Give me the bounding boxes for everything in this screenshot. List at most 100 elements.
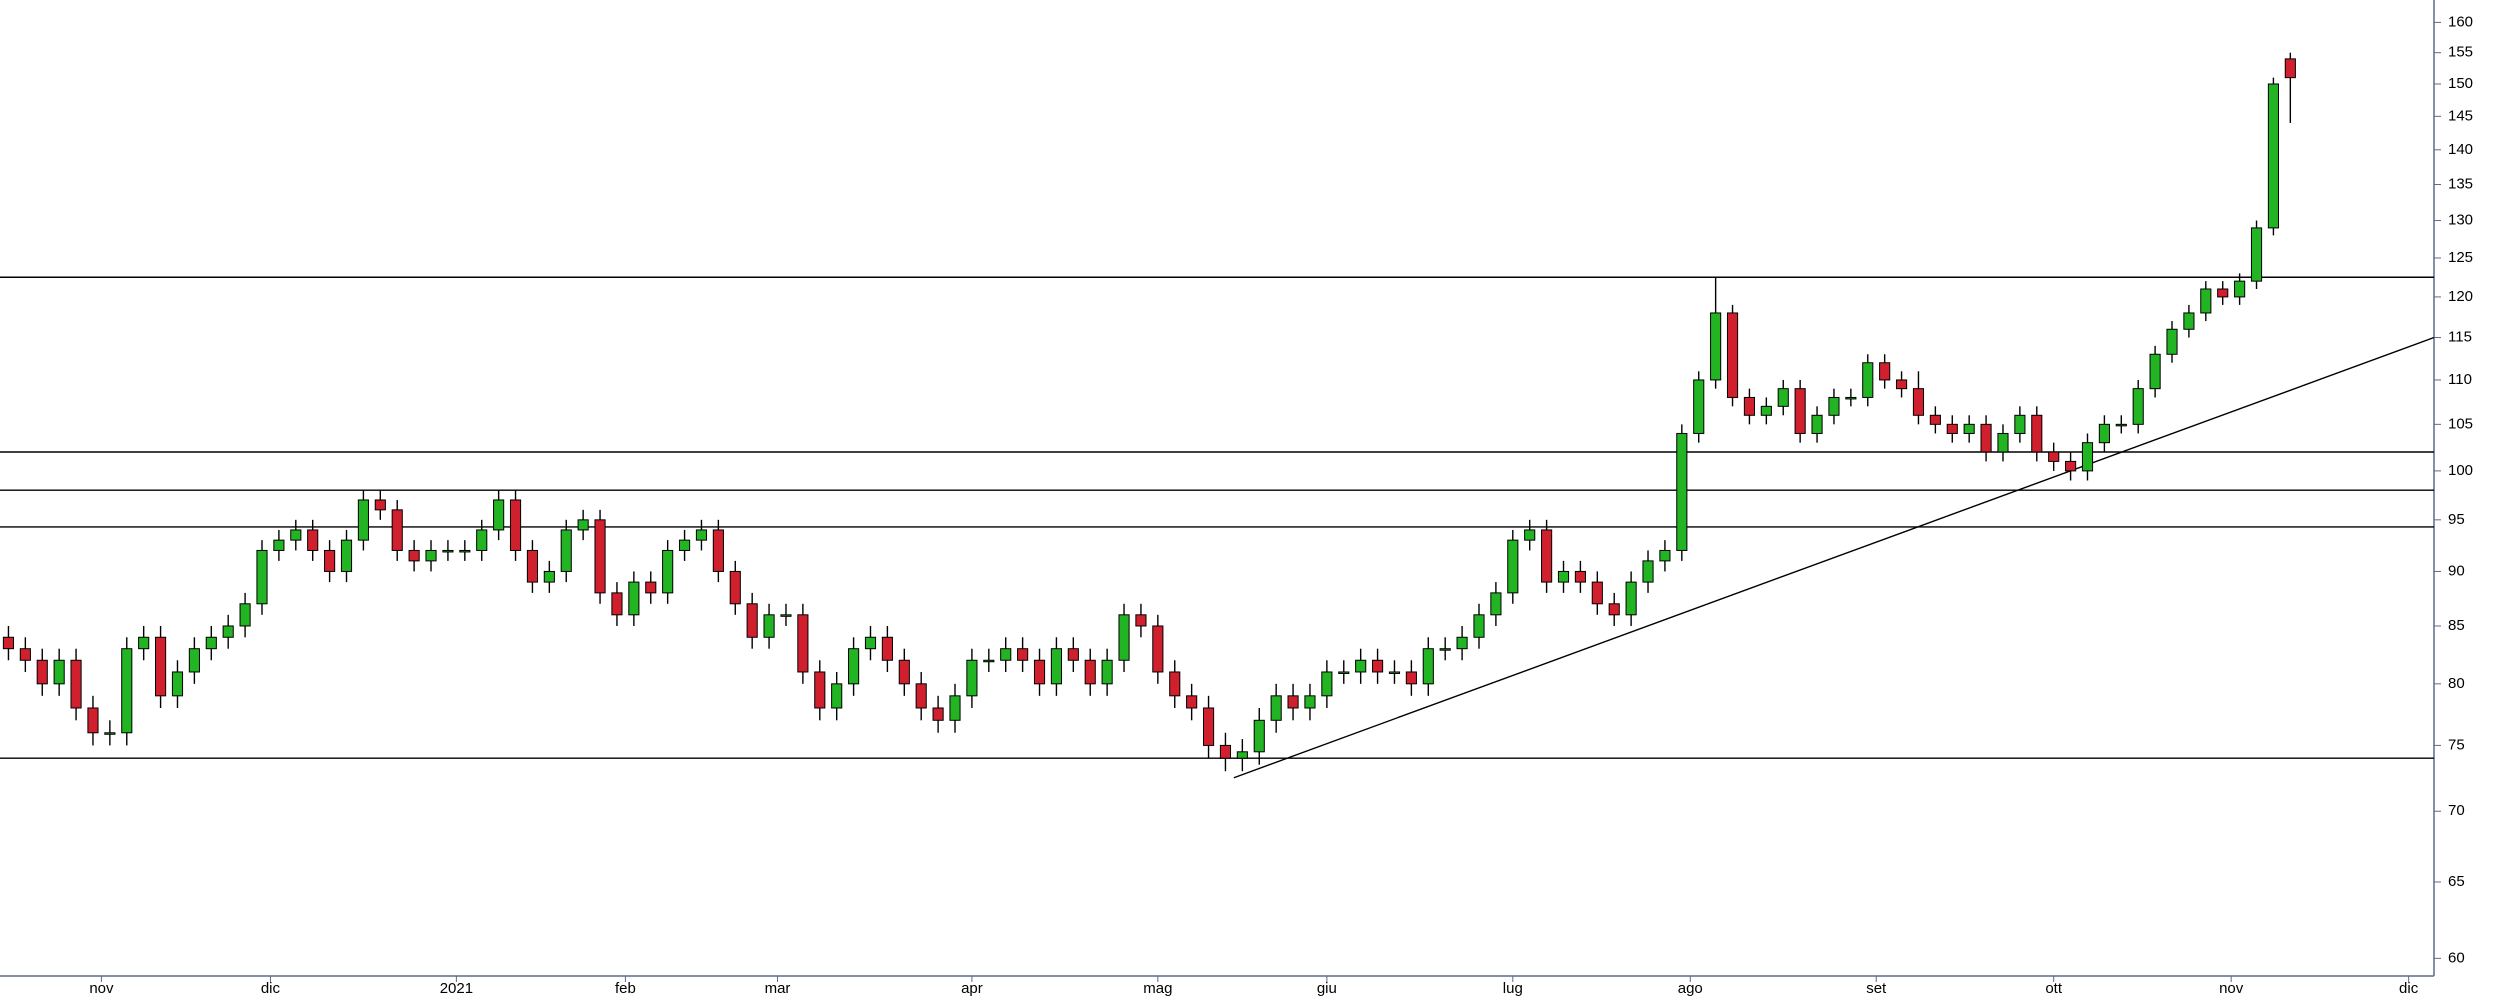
candle-body bbox=[1879, 362, 1891, 381]
candle-body bbox=[290, 529, 302, 541]
candle-body bbox=[70, 659, 82, 709]
x-tick-label: nov bbox=[2219, 980, 2244, 997]
y-tick-label: 125 bbox=[2448, 249, 2473, 266]
y-tick-label: 145 bbox=[2448, 107, 2473, 124]
candle-body bbox=[205, 636, 217, 650]
x-tick-label: ott bbox=[2045, 980, 2063, 997]
y-tick-label: 160 bbox=[2448, 13, 2473, 30]
y-tick-label: 100 bbox=[2448, 462, 2473, 479]
y-tick-label: 115 bbox=[2448, 328, 2472, 345]
y-tick-label: 105 bbox=[2448, 415, 2473, 432]
y-tick-label: 155 bbox=[2448, 44, 2473, 61]
candle-body bbox=[831, 683, 843, 709]
candle-body bbox=[1219, 744, 1232, 759]
candle-body bbox=[273, 539, 285, 551]
candle-body bbox=[1152, 625, 1164, 673]
candle-body bbox=[1760, 405, 1772, 416]
candle-body bbox=[577, 519, 589, 531]
candle-body bbox=[1912, 388, 1925, 416]
candle-body bbox=[121, 648, 133, 734]
x-tick-label: dic bbox=[2399, 980, 2419, 997]
candle-body bbox=[797, 614, 809, 673]
candle-body bbox=[1017, 648, 1029, 661]
candle-body bbox=[1980, 423, 1992, 453]
candle-body bbox=[1422, 648, 1434, 685]
candle-body bbox=[1997, 432, 2009, 453]
y-tick-label: 60 bbox=[2448, 949, 2465, 966]
candle-body bbox=[763, 614, 775, 638]
candle-body bbox=[1186, 695, 1198, 709]
candle-body bbox=[2031, 414, 2043, 453]
candle-body bbox=[1439, 648, 1451, 651]
candle-body bbox=[2048, 451, 2060, 462]
candle-body bbox=[2217, 288, 2229, 298]
candle-body bbox=[1963, 423, 1975, 434]
candle-body bbox=[2149, 353, 2161, 390]
candle-body bbox=[1456, 636, 1468, 650]
candle-body bbox=[509, 499, 522, 551]
candle-body bbox=[1050, 648, 1062, 685]
candle-body bbox=[915, 683, 927, 709]
candle-body bbox=[729, 570, 741, 605]
y-tick-label: 65 bbox=[2448, 873, 2465, 890]
x-tick-label: giu bbox=[1317, 980, 1337, 997]
candle-body bbox=[1202, 707, 1215, 746]
candle-body bbox=[1321, 671, 1333, 697]
candle-body bbox=[155, 636, 167, 697]
candle-body bbox=[1524, 529, 1536, 541]
y-tick-label: 150 bbox=[2448, 75, 2473, 92]
candle-body bbox=[2081, 442, 2094, 472]
candle-body bbox=[594, 519, 606, 594]
candle-body bbox=[2132, 388, 2144, 425]
candle-body bbox=[374, 499, 386, 511]
candle-body bbox=[1405, 671, 1417, 685]
candle-body bbox=[2, 636, 15, 650]
x-tick-label: mar bbox=[765, 980, 791, 997]
candle-body bbox=[408, 549, 420, 562]
candle-body bbox=[543, 570, 555, 583]
candle-body bbox=[391, 509, 403, 551]
candle-body bbox=[1828, 396, 1840, 416]
candle-body bbox=[1033, 659, 1046, 685]
y-tick-label: 120 bbox=[2448, 288, 2473, 305]
candle-body bbox=[560, 529, 572, 572]
candle-body bbox=[1169, 671, 1181, 697]
candle-body bbox=[1862, 362, 1874, 398]
candle-body bbox=[307, 529, 319, 551]
candle-body bbox=[1067, 648, 1079, 661]
candle-body bbox=[712, 529, 724, 572]
candle-body bbox=[324, 549, 336, 572]
candle-body bbox=[171, 671, 184, 697]
candle-body bbox=[1726, 312, 1739, 398]
candle-body bbox=[1135, 614, 1147, 627]
candle-body bbox=[425, 549, 437, 562]
candle-body bbox=[1591, 581, 1603, 605]
y-tick-label: 95 bbox=[2448, 511, 2465, 528]
candle-body bbox=[2065, 460, 2077, 472]
y-tick-label: 70 bbox=[2448, 802, 2465, 819]
y-tick-label: 85 bbox=[2448, 617, 2465, 634]
candle-body bbox=[932, 707, 944, 721]
candle-body bbox=[1287, 695, 1299, 709]
candle-body bbox=[1574, 570, 1586, 583]
candle-body bbox=[1693, 379, 1705, 434]
candle-body bbox=[1253, 719, 1265, 753]
x-tick-label: mag bbox=[1143, 980, 1172, 997]
candle-body bbox=[1507, 539, 1519, 594]
candle-body bbox=[611, 592, 623, 616]
candle-body bbox=[1355, 659, 1367, 673]
candle-body bbox=[442, 549, 454, 553]
candle-body bbox=[87, 707, 99, 734]
candle-body bbox=[138, 636, 150, 650]
candle-body bbox=[1659, 549, 1671, 562]
candle-body bbox=[949, 695, 961, 721]
candle-body bbox=[1000, 648, 1012, 661]
y-tick-label: 140 bbox=[2448, 141, 2473, 158]
candle-body bbox=[1270, 695, 1282, 721]
candle-body bbox=[898, 659, 910, 685]
y-tick-label: 75 bbox=[2448, 736, 2465, 753]
candle-body bbox=[2014, 414, 2026, 434]
candle-body bbox=[780, 614, 792, 617]
x-tick-label: nov bbox=[89, 980, 114, 997]
candle-body bbox=[746, 603, 758, 638]
